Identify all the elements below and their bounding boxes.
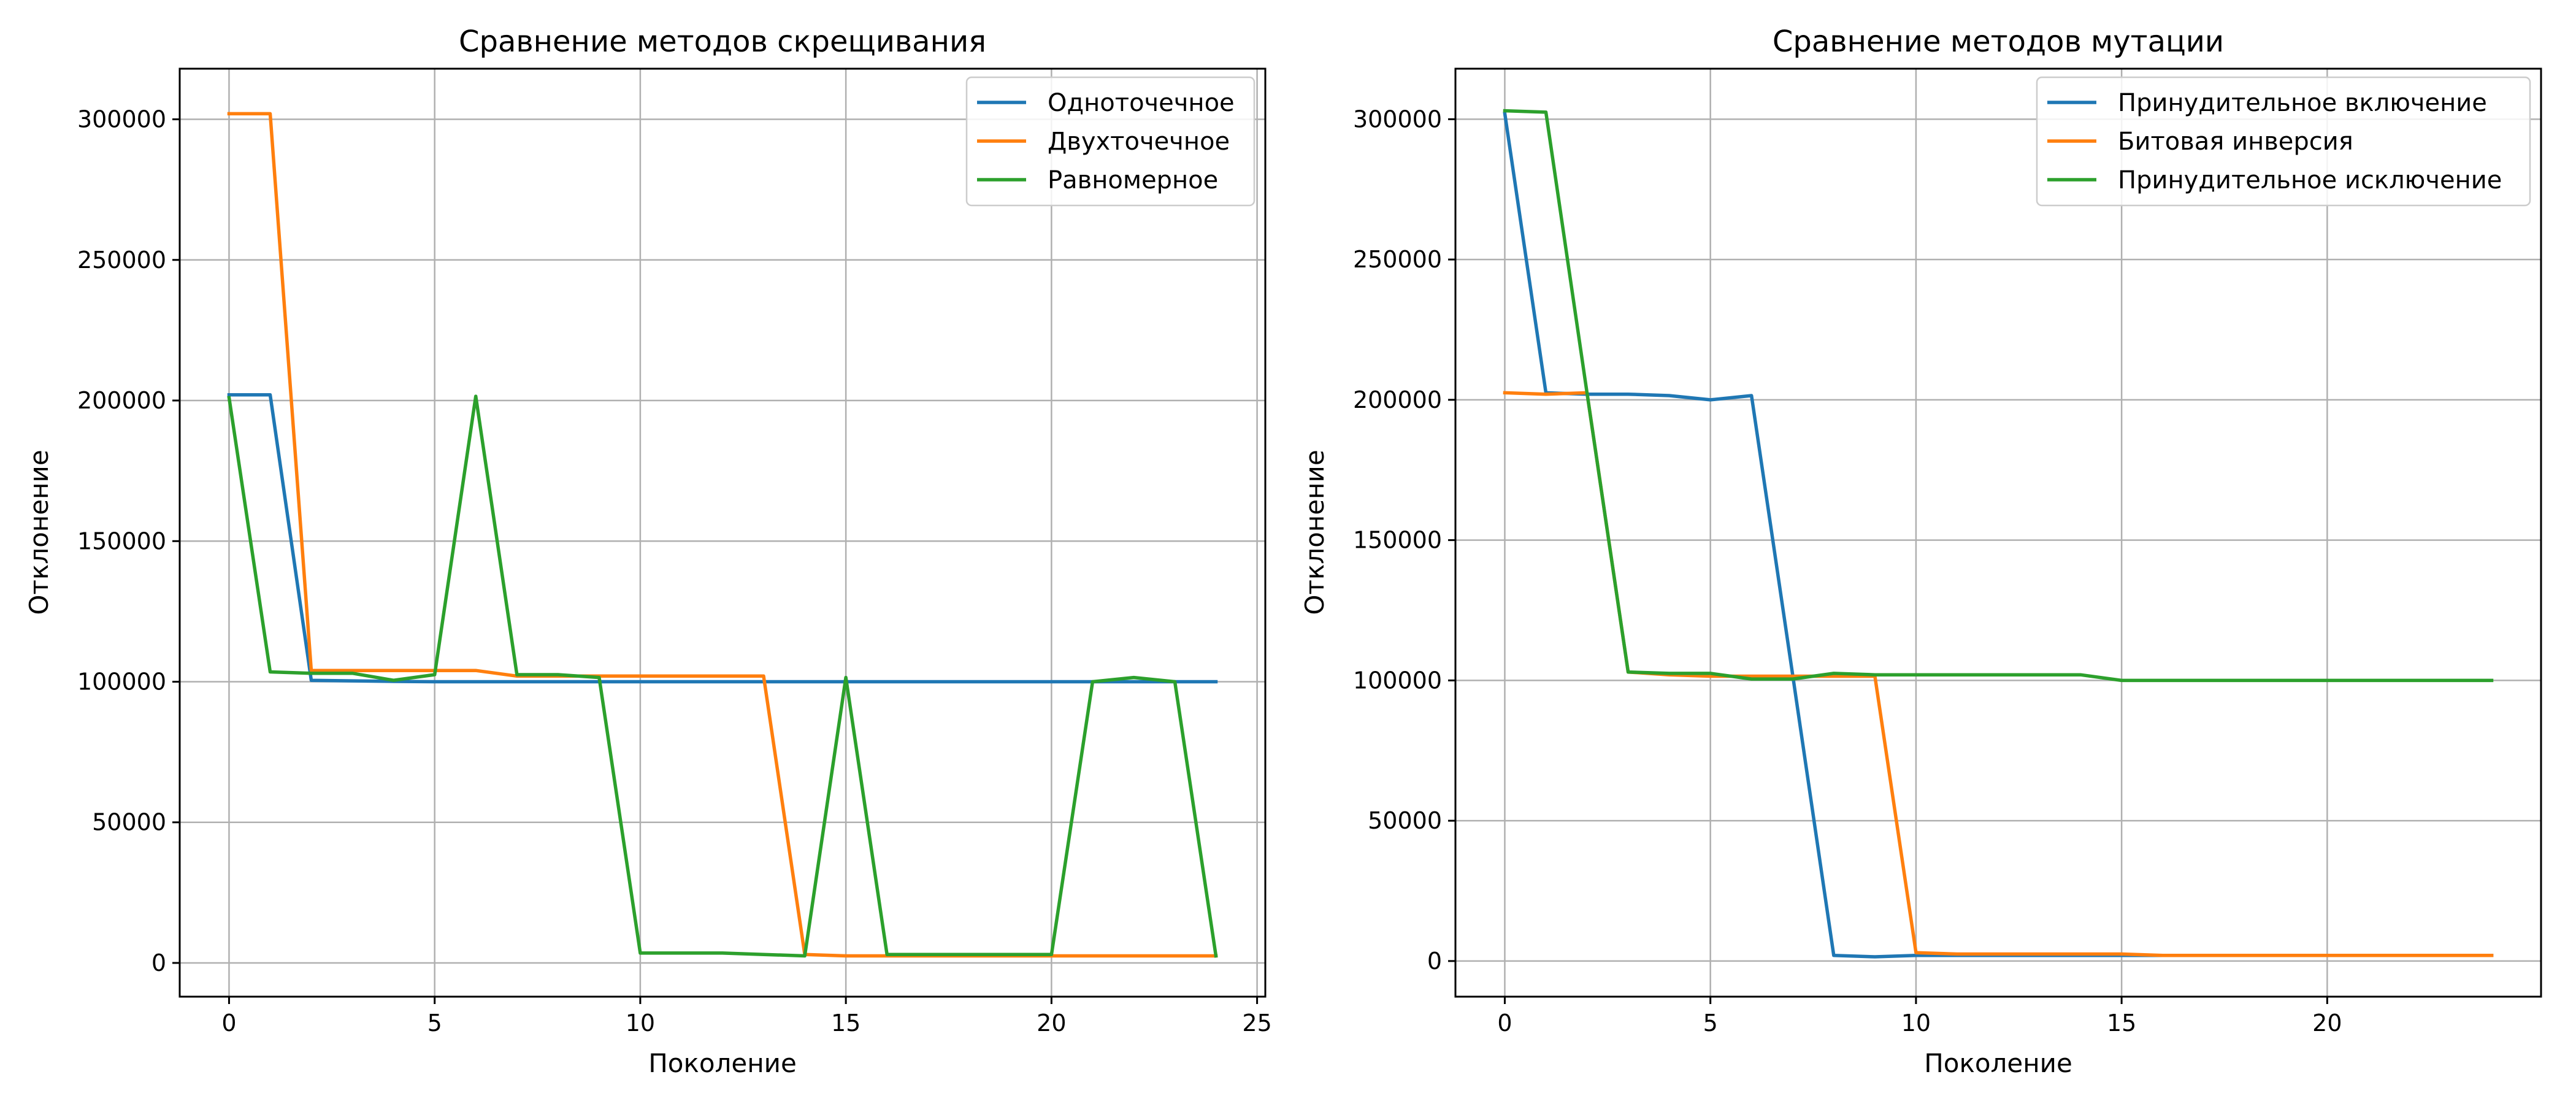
mutation-plot-frame <box>1454 67 2542 998</box>
mutation-y-axis-label: Отклонение <box>1300 450 1330 615</box>
mutation-y-tick-label-1: 0 <box>1427 948 1442 975</box>
crossover-series-lines <box>227 112 1218 958</box>
crossover-grid <box>180 69 1265 997</box>
mutation-legend-box <box>2036 76 2531 207</box>
crossover-x-tick-label-6: 25 <box>1242 1010 1271 1037</box>
mutation-y-tick-label-5: 200000 <box>1353 386 1442 413</box>
crossover-plot-frame <box>178 67 1267 998</box>
mutation-y-ticks: 0 50000 100000 150000 200000 250000 300000 <box>1353 105 1455 975</box>
crossover-y-tick-label-4: 150000 <box>77 527 166 554</box>
mutation-x-tick-label-2: 5 <box>1703 1010 1718 1037</box>
crossover-x-ticks: 0 5 10 15 20 25 <box>221 997 1272 1037</box>
crossover-y-tick-label-6: 250000 <box>77 247 166 274</box>
mutation-x-ticks: 0 5 10 15 20 <box>1497 997 2342 1037</box>
mutation-series-lines <box>1503 109 2494 959</box>
mutation-x-axis-label: Поколение <box>1924 1048 2072 1078</box>
crossover-y-tick-label-7: 300000 <box>77 106 166 133</box>
crossover-x-axis-label: Поколение <box>648 1048 797 1078</box>
mutation-series-line-1 <box>1503 112 2494 959</box>
chart-crossover: 0 5 10 15 20 25 0 50000 100000 150000 200000 25000… <box>24 25 1272 1078</box>
crossover-legend-label-2: Двухточечное <box>1048 128 1230 156</box>
crossover-y-axis-label: Отклонение <box>24 450 54 615</box>
mutation-legend-label-2: Битовая инверсия <box>2118 128 2353 156</box>
mutation-legend-label-1: Принудительное включение <box>2118 89 2487 117</box>
crossover-y-ticks: 0 50000 100000 150000 200000 250000 300000 <box>77 106 180 976</box>
crossover-series-line-3 <box>227 394 1218 958</box>
mutation-grid <box>1455 69 2541 997</box>
crossover-legend-label-1: Одноточечное <box>1048 89 1235 117</box>
crossover-x-tick-label-3: 10 <box>626 1010 655 1037</box>
crossover-y-tick-label-1: 0 <box>151 949 166 976</box>
crossover-legend-entry-2: Двухточечное <box>977 128 1230 156</box>
mutation-x-tick-label-1: 0 <box>1497 1010 1512 1037</box>
crossover-series-line-1 <box>227 393 1218 684</box>
crossover-x-tick-label-2: 5 <box>427 1010 442 1037</box>
mutation-legend-label-3: Принудительное исключение <box>2118 166 2502 194</box>
mutation-chart-title: Сравнение методов мутации <box>1773 25 2224 59</box>
mutation-legend-entry-1: Принудительное включение <box>2047 89 2487 117</box>
mutation-y-tick-label-3: 100000 <box>1353 667 1442 694</box>
crossover-y-tick-label-5: 200000 <box>77 387 166 414</box>
crossover-y-tick-label-3: 100000 <box>77 668 166 695</box>
chart-mutation: 0 5 10 15 20 0 50000 100000 150000 200000 250000 3… <box>1300 25 2542 1078</box>
mutation-y-tick-label-6: 250000 <box>1353 246 1442 273</box>
mutation-x-tick-label-4: 15 <box>2107 1010 2136 1037</box>
mutation-legend: Принудительное включение Битовая инверси… <box>2036 76 2531 207</box>
crossover-legend-label-3: Равномерное <box>1048 166 1218 194</box>
mutation-y-tick-label-7: 300000 <box>1353 105 1442 132</box>
crossover-chart-title: Сравнение методов скрещивания <box>459 25 986 59</box>
crossover-legend-entry-1: Одноточечное <box>977 89 1235 117</box>
mutation-series-line-3 <box>1503 109 2494 683</box>
crossover-x-tick-label-5: 20 <box>1037 1010 1066 1037</box>
crossover-series-line-2 <box>227 112 1218 958</box>
crossover-x-tick-label-4: 15 <box>831 1010 861 1037</box>
mutation-y-tick-label-4: 150000 <box>1353 527 1442 554</box>
mutation-x-tick-label-3: 10 <box>1901 1010 1931 1037</box>
crossover-y-tick-label-2: 50000 <box>92 809 166 836</box>
mutation-legend-entry-3: Принудительное исключение <box>2047 166 2502 194</box>
crossover-legend: Одноточечное Двухточечное Равномерное <box>965 76 1255 207</box>
crossover-legend-box <box>965 76 1255 207</box>
mutation-x-tick-label-5: 20 <box>2312 1010 2342 1037</box>
mutation-legend-entry-2: Битовая инверсия <box>2047 128 2353 156</box>
mutation-y-tick-label-2: 50000 <box>1368 807 1442 834</box>
crossover-x-tick-label-1: 0 <box>221 1010 236 1037</box>
crossover-legend-entry-3: Равномерное <box>977 166 1218 194</box>
